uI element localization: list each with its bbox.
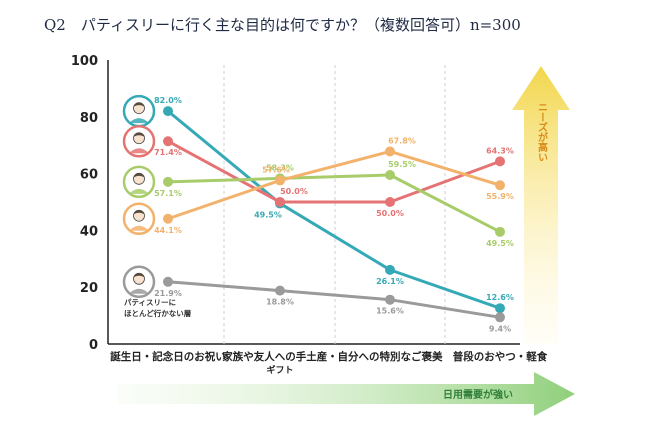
data-label: 18.8%: [266, 298, 294, 307]
needs-high-label: ニーズが高い: [536, 102, 548, 162]
avatar-body: [129, 148, 149, 154]
data-point: [385, 146, 395, 157]
rare-visitors-note-line2: ほとんど行かない層: [124, 308, 191, 318]
series-line: [166, 139, 502, 204]
data-point: [385, 170, 395, 181]
x-tick-label: 家族や友人への手土産・: [222, 350, 338, 363]
data-point: [385, 294, 395, 305]
data-point: [275, 197, 285, 207]
avatar-hair: [133, 102, 145, 108]
data-label: 58.3%: [266, 163, 294, 172]
y-tick-label: 60: [80, 168, 98, 183]
y-tick-label: 80: [80, 111, 98, 126]
rare-visitors-note: パティスリーに ほとんど行かない層: [124, 297, 191, 318]
rare-visitors-note-line1: パティスリーに: [124, 297, 176, 307]
x-tick-label: 誕生日・記念日のお祝い: [110, 350, 226, 363]
data-point: [495, 303, 505, 314]
series-line: [166, 280, 502, 319]
avatar-hair: [133, 173, 145, 178]
data-point: [163, 213, 173, 224]
y-tick-label: 40: [80, 224, 98, 239]
data-point: [163, 176, 173, 187]
series-line: [166, 173, 502, 234]
data-label: 44.1%: [154, 226, 182, 235]
x-tick-label: 普段のおやつ・軽食: [453, 350, 548, 363]
data-point: [275, 285, 285, 296]
y-tick-label: 20: [80, 281, 98, 296]
data-point: [495, 312, 505, 323]
data-label: 57.6%: [262, 165, 290, 174]
avatar-body: [129, 288, 149, 294]
x-tick-label: ギフト: [266, 364, 293, 376]
data-label: 15.6%: [376, 307, 404, 316]
avatar-body: [129, 188, 149, 194]
x-tick-label: 自分への特別なご褒美: [338, 350, 443, 363]
data-point: [163, 276, 173, 287]
data-point: [385, 264, 395, 275]
data-label: 57.1%: [154, 189, 182, 198]
avatar-body: [129, 225, 149, 231]
person-avatar-icon: [122, 265, 156, 299]
data-label: 21.9%: [154, 289, 182, 298]
data-label: 50.0%: [280, 187, 308, 196]
data-point: [275, 175, 285, 186]
data-labels: 82.0% 49.5% 26.1% 12.6% 71.4% 50.0% 50.0% 64.3%…: [154, 96, 514, 333]
daily-demand-label: 日用需要が強い: [443, 388, 513, 401]
data-label: 55.9%: [486, 192, 514, 201]
avatar-body: [129, 118, 149, 124]
data-point: [495, 180, 505, 191]
person-avatar-icon: [122, 165, 156, 199]
avatar-hair: [133, 210, 145, 215]
data-point: [385, 197, 395, 207]
data-point: [163, 106, 173, 117]
data-label: 82.0%: [154, 96, 182, 105]
data-label: 49.5%: [486, 239, 514, 248]
data-label: 59.5%: [388, 160, 416, 169]
avatar-layer: [122, 94, 156, 299]
avatar-hair: [133, 132, 145, 138]
chart-title: Q2 パティスリーに行く主な目的は何ですか？（複数回答可）n=300: [44, 16, 521, 34]
daily-demand-arrow: 日用需要が強い: [118, 372, 575, 416]
series-layer: [163, 106, 505, 323]
data-point: [495, 226, 505, 237]
data-label: 49.5%: [254, 210, 282, 219]
data-label: 50.0%: [376, 209, 404, 218]
data-label: 67.8%: [388, 136, 416, 145]
y-tick-label: 100: [71, 54, 98, 69]
data-label: 12.6%: [486, 293, 514, 302]
data-label: 71.4%: [154, 148, 182, 157]
data-label: 9.4%: [489, 324, 511, 333]
person-avatar-icon: [122, 202, 156, 236]
data-point: [495, 156, 505, 167]
data-label: 26.1%: [376, 277, 404, 286]
person-avatar-icon: [122, 94, 156, 128]
avatar-hair: [133, 273, 145, 278]
series-line: [166, 109, 502, 310]
data-label: 64.3%: [486, 146, 514, 155]
data-point: [163, 136, 173, 147]
needs-high-arrow: ニーズが高い: [512, 66, 570, 344]
series-line: [166, 149, 502, 221]
person-avatar-icon: [122, 124, 156, 158]
y-tick-label: 0: [89, 338, 98, 353]
